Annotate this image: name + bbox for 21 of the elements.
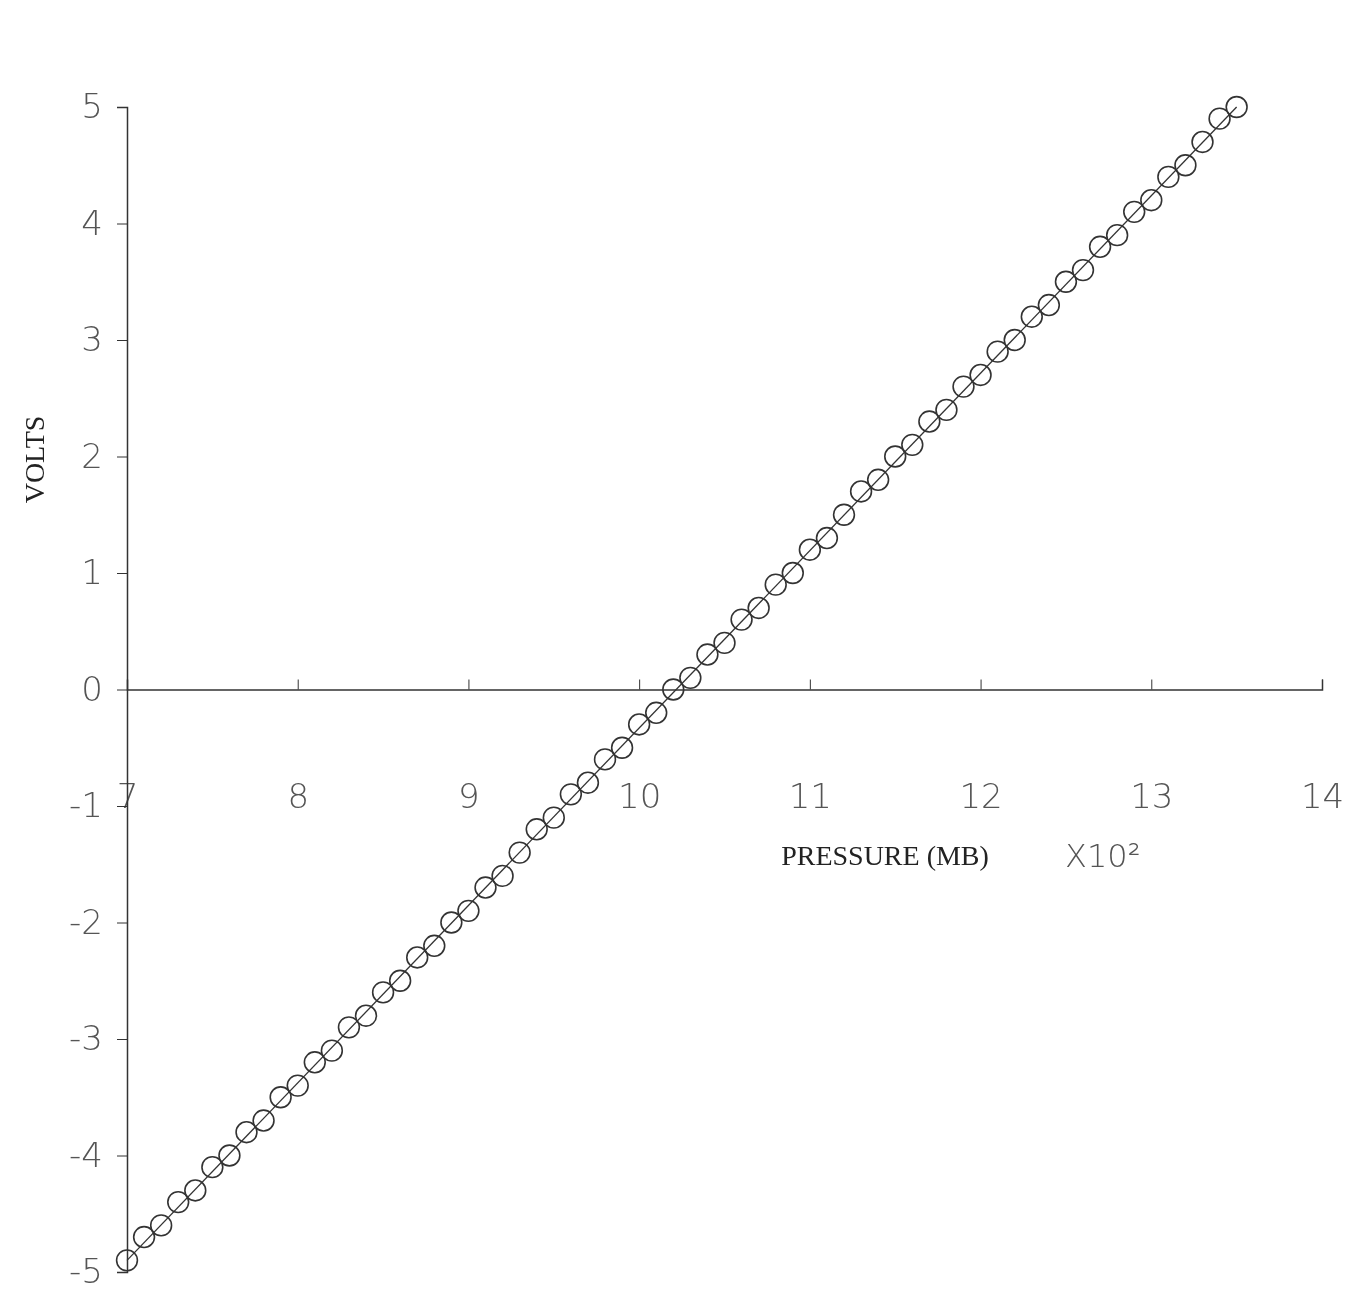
y-tick-label: -1 bbox=[69, 785, 103, 826]
x-tick-label: 8 bbox=[287, 776, 310, 817]
x-axis-title: PRESSURE (MB) bbox=[781, 839, 989, 871]
annotation: X10² bbox=[1065, 836, 1141, 875]
y-tick-label: 2 bbox=[81, 435, 103, 476]
x-tick-label: 9 bbox=[458, 776, 480, 817]
y-tick-label: 4 bbox=[81, 202, 103, 243]
x-tick-label: 11 bbox=[788, 776, 832, 817]
y-tick-label: -4 bbox=[69, 1134, 103, 1175]
y-axis-title: VOLTS bbox=[19, 415, 50, 504]
y-tick-label: 1 bbox=[81, 552, 103, 593]
y-tick-label: 0 bbox=[81, 668, 103, 709]
y-tick-label: -5 bbox=[69, 1251, 103, 1292]
x-tick-label: 14 bbox=[1300, 776, 1345, 817]
x-tick-label: 13 bbox=[1130, 776, 1174, 817]
y-tick-label: -3 bbox=[69, 1018, 103, 1059]
y-tick-label: 3 bbox=[81, 319, 103, 360]
x-tick-label: 10 bbox=[618, 776, 662, 817]
y-tick-label: 5 bbox=[81, 86, 103, 127]
y-tick-label: -2 bbox=[69, 901, 103, 942]
x-tick-label: 12 bbox=[959, 776, 1003, 817]
